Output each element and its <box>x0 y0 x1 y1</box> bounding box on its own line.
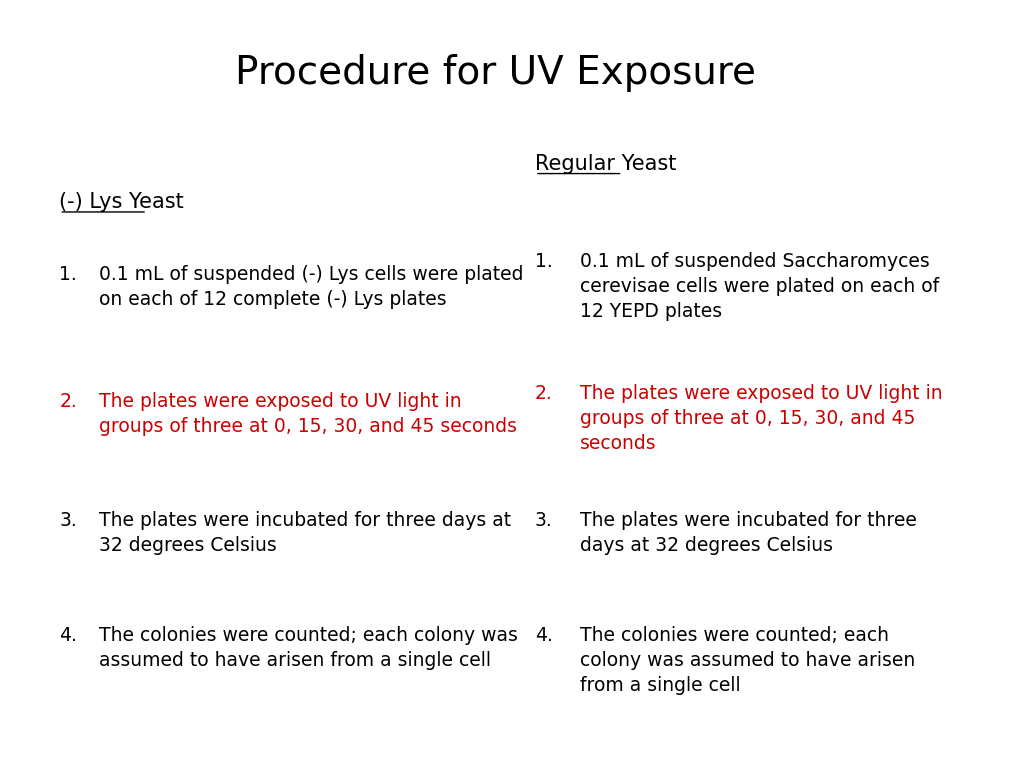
Text: The plates were exposed to UV light in
groups of three at 0, 15, 30, and 45 seco: The plates were exposed to UV light in g… <box>99 392 517 435</box>
Text: The plates were incubated for three
days at 32 degrees Celsius: The plates were incubated for three days… <box>580 511 916 554</box>
Text: (-) Lys Yeast: (-) Lys Yeast <box>59 192 184 212</box>
Text: 1.: 1. <box>535 252 553 271</box>
Text: 4.: 4. <box>59 626 78 645</box>
Text: 0.1 mL of suspended (-) Lys cells were plated
on each of 12 complete (-) Lys pla: 0.1 mL of suspended (-) Lys cells were p… <box>99 265 523 309</box>
Text: Procedure for UV Exposure: Procedure for UV Exposure <box>234 54 756 91</box>
Text: The colonies were counted; each
colony was assumed to have arisen
from a single : The colonies were counted; each colony w… <box>580 626 914 695</box>
Text: 2.: 2. <box>535 384 553 403</box>
Text: 3.: 3. <box>59 511 77 530</box>
Text: Regular Yeast: Regular Yeast <box>535 154 677 174</box>
Text: 2.: 2. <box>59 392 77 411</box>
Text: The plates were incubated for three days at
32 degrees Celsius: The plates were incubated for three days… <box>99 511 511 554</box>
Text: The plates were exposed to UV light in
groups of three at 0, 15, 30, and 45
seco: The plates were exposed to UV light in g… <box>580 384 942 453</box>
Text: 0.1 mL of suspended Saccharomyces
cerevisae cells were plated on each of
12 YEPD: 0.1 mL of suspended Saccharomyces cerevi… <box>580 252 939 321</box>
Text: 1.: 1. <box>59 265 77 284</box>
Text: 4.: 4. <box>535 626 553 645</box>
Text: 3.: 3. <box>535 511 553 530</box>
Text: The colonies were counted; each colony was
assumed to have arisen from a single : The colonies were counted; each colony w… <box>99 626 518 670</box>
